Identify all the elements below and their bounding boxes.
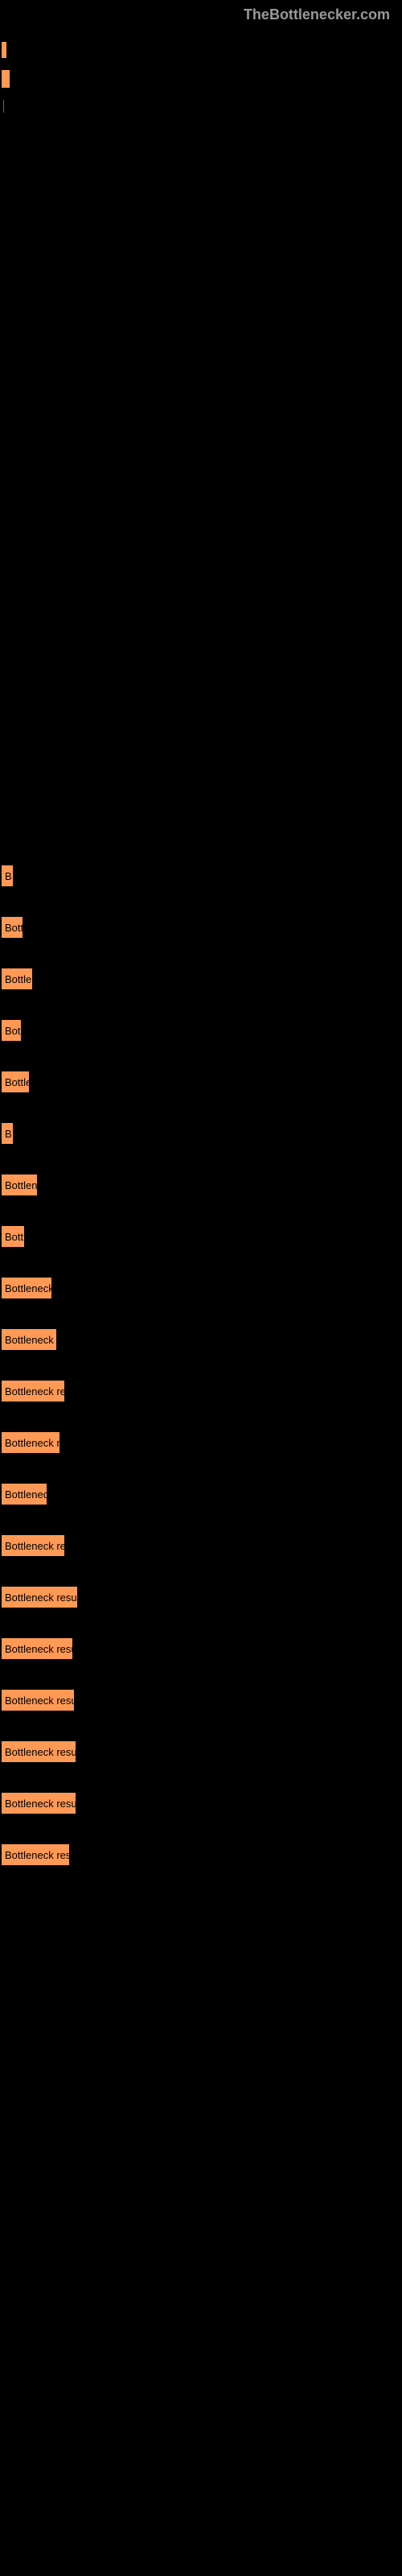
site-name: TheBottlenecker.com	[244, 6, 390, 23]
chart-row: Bott	[2, 917, 402, 938]
chart-row: B	[2, 1123, 402, 1144]
top-bar-1	[2, 42, 6, 58]
chart-bar: Bottleneck res	[2, 1432, 59, 1453]
bottleneck-chart: B Bott Bottlen Bot Bottle B Bottlene Bott Bottle…	[0, 865, 402, 1865]
chart-bar: Bottleneck results	[2, 1587, 77, 1608]
chart-row: Bottleneck result	[2, 1638, 402, 1659]
chart-row: Bottleneck result	[2, 1690, 402, 1711]
chart-bar: Bottleneck r	[2, 1278, 51, 1298]
chart-row: Bottle	[2, 1071, 402, 1092]
chart-bar-label: Bottleneck resu	[5, 1540, 77, 1552]
chart-row: B	[2, 865, 402, 886]
divider-line	[3, 100, 4, 113]
chart-row: Bottleneck	[2, 1484, 402, 1505]
chart-bar: Bottleneck resu	[2, 1381, 64, 1402]
chart-bar: Bottlen	[2, 968, 32, 989]
chart-bar: Bottlene	[2, 1174, 37, 1195]
chart-bar: B	[2, 865, 13, 886]
chart-row: Bot	[2, 1020, 402, 1041]
chart-bar: Bott	[2, 917, 23, 938]
chart-bar: Bottleneck result	[2, 1690, 74, 1711]
chart-bar: Bottleneck result	[2, 1741, 76, 1762]
chart-bar-label: Bottleneck result	[5, 1798, 82, 1810]
chart-row: Bottleneck res	[2, 1432, 402, 1453]
chart-bar-label: Bottleneck re	[5, 1334, 66, 1346]
chart-bar-label: Bottleneck result	[5, 1746, 82, 1758]
chart-row: Bottleneck results	[2, 1587, 402, 1608]
chart-bar-label: Bottlen	[5, 973, 37, 985]
chart-row: Bottleneck result	[2, 1793, 402, 1814]
chart-bar-label: Bottleneck result	[5, 1695, 82, 1707]
chart-bar: Bottleneck resu	[2, 1535, 64, 1556]
top-bar-2	[2, 70, 10, 88]
spacer	[0, 125, 402, 865]
chart-row: Bottleneck result	[2, 1741, 402, 1762]
chart-bar-label: Bottleneck r	[5, 1282, 60, 1294]
chart-bar-label: Bottle	[5, 1076, 31, 1088]
chart-bar: Bottleneck re	[2, 1329, 56, 1350]
chart-bar-label: Bott	[5, 1231, 23, 1243]
site-header: TheBottlenecker.com	[0, 0, 402, 30]
chart-bar: Bottle	[2, 1071, 29, 1092]
chart-bar: Bottleneck resul	[2, 1844, 69, 1865]
chart-bar-label: Bottleneck res	[5, 1437, 71, 1449]
chart-row: Bottleneck resul	[2, 1844, 402, 1865]
chart-bar: B	[2, 1123, 13, 1144]
chart-bar-label: B	[5, 870, 12, 882]
chart-bar-label: Bottlene	[5, 1179, 43, 1191]
chart-bar-label: Bottleneck	[5, 1488, 54, 1501]
chart-bar: Bott	[2, 1226, 24, 1247]
chart-bar: Bottleneck result	[2, 1793, 76, 1814]
chart-bar-label: Bottleneck resu	[5, 1385, 77, 1397]
chart-row: Bottleneck resu	[2, 1535, 402, 1556]
chart-row: Bottleneck r	[2, 1278, 402, 1298]
chart-bar-label: Bottleneck resul	[5, 1849, 80, 1861]
chart-row: Bottleneck re	[2, 1329, 402, 1350]
chart-row: Bottlene	[2, 1174, 402, 1195]
chart-row: Bottlen	[2, 968, 402, 989]
chart-bar-label: Bottleneck result	[5, 1643, 82, 1655]
chart-bar-label: Bot	[5, 1025, 21, 1037]
chart-bar: Bottleneck result	[2, 1638, 72, 1659]
chart-row: Bott	[2, 1226, 402, 1247]
chart-bar: Bot	[2, 1020, 21, 1041]
chart-row: Bottleneck resu	[2, 1381, 402, 1402]
chart-bar-label: B	[5, 1128, 12, 1140]
chart-bar-label: Bott	[5, 922, 23, 934]
chart-bar: Bottleneck	[2, 1484, 47, 1505]
chart-bar-label: Bottleneck results	[5, 1591, 88, 1604]
